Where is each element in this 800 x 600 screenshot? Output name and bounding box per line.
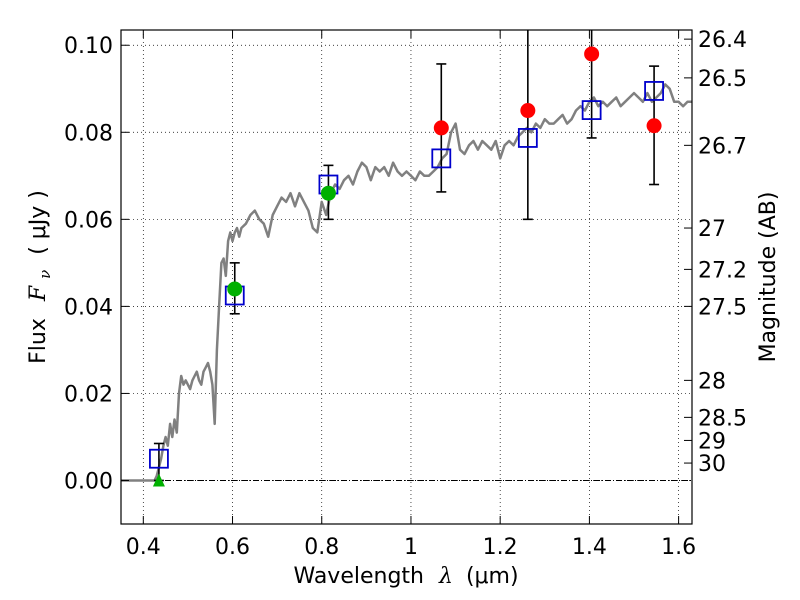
observed-green-point xyxy=(227,281,243,297)
y-tick-label: 0.02 xyxy=(64,382,113,407)
y-axis-ticks: 0.00 0.02 0.04 0.06 0.08 0.10 xyxy=(64,34,129,494)
model-point-square xyxy=(149,448,169,469)
plot-frame xyxy=(120,29,693,525)
x-tick-label: 0.8 xyxy=(304,535,339,560)
sed-model-line xyxy=(121,83,692,482)
observed-red-point xyxy=(520,103,536,119)
observed-points-series xyxy=(152,46,662,487)
x-tick-label: 0.4 xyxy=(126,535,161,560)
observed-red-point xyxy=(433,120,449,136)
model-point-square xyxy=(581,100,602,120)
sed-model-series xyxy=(121,83,692,482)
y2-tick-label: 26.5 xyxy=(698,67,747,92)
x-axis-label: Wavelength λ (μm) xyxy=(293,564,518,589)
y-tick-label: 0.08 xyxy=(64,121,113,146)
y-tick-label: 0.00 xyxy=(64,469,113,494)
model-point-square xyxy=(431,148,452,169)
observed-green-point xyxy=(320,185,336,201)
y2-axis-label: Magnitude (AB) xyxy=(756,192,781,363)
y2-tick-label: 27.2 xyxy=(698,258,747,283)
y2-tick-label: 30 xyxy=(698,452,726,477)
y2-tick-label: 26.7 xyxy=(698,134,747,159)
model-point-square xyxy=(517,128,538,148)
y2-tick-label: 27 xyxy=(698,217,726,242)
y2-tick-label: 29 xyxy=(698,429,726,454)
x-tick-label: 0.6 xyxy=(215,535,250,560)
error-bars xyxy=(153,30,660,482)
observed-red-point xyxy=(584,46,600,62)
y2-tick-label: 27.5 xyxy=(698,295,747,320)
x-tick-label: 1.6 xyxy=(661,535,696,560)
x-tick-label: 1.2 xyxy=(483,535,518,560)
x-tick-label: 1 xyxy=(404,535,418,560)
x-tick-label: 1.4 xyxy=(572,535,607,560)
y-tick-label: 0.06 xyxy=(64,208,113,233)
y-tick-label: 0.04 xyxy=(64,295,113,320)
y2-tick-label: 28.5 xyxy=(698,406,747,431)
y-axis-label: Flux F ν ( μJy ) xyxy=(26,190,56,364)
y-tick-label: 0.10 xyxy=(64,34,113,59)
x-axis-ticks: 0.4 0.6 0.8 1 1.2 1.4 1.6 xyxy=(126,30,696,560)
observed-red-point xyxy=(646,118,662,134)
model-point-square xyxy=(644,81,664,101)
y2-tick-label: 26.4 xyxy=(698,28,747,53)
y2-tick-label: 28 xyxy=(698,369,726,394)
upper-limit-triangle xyxy=(152,473,165,487)
